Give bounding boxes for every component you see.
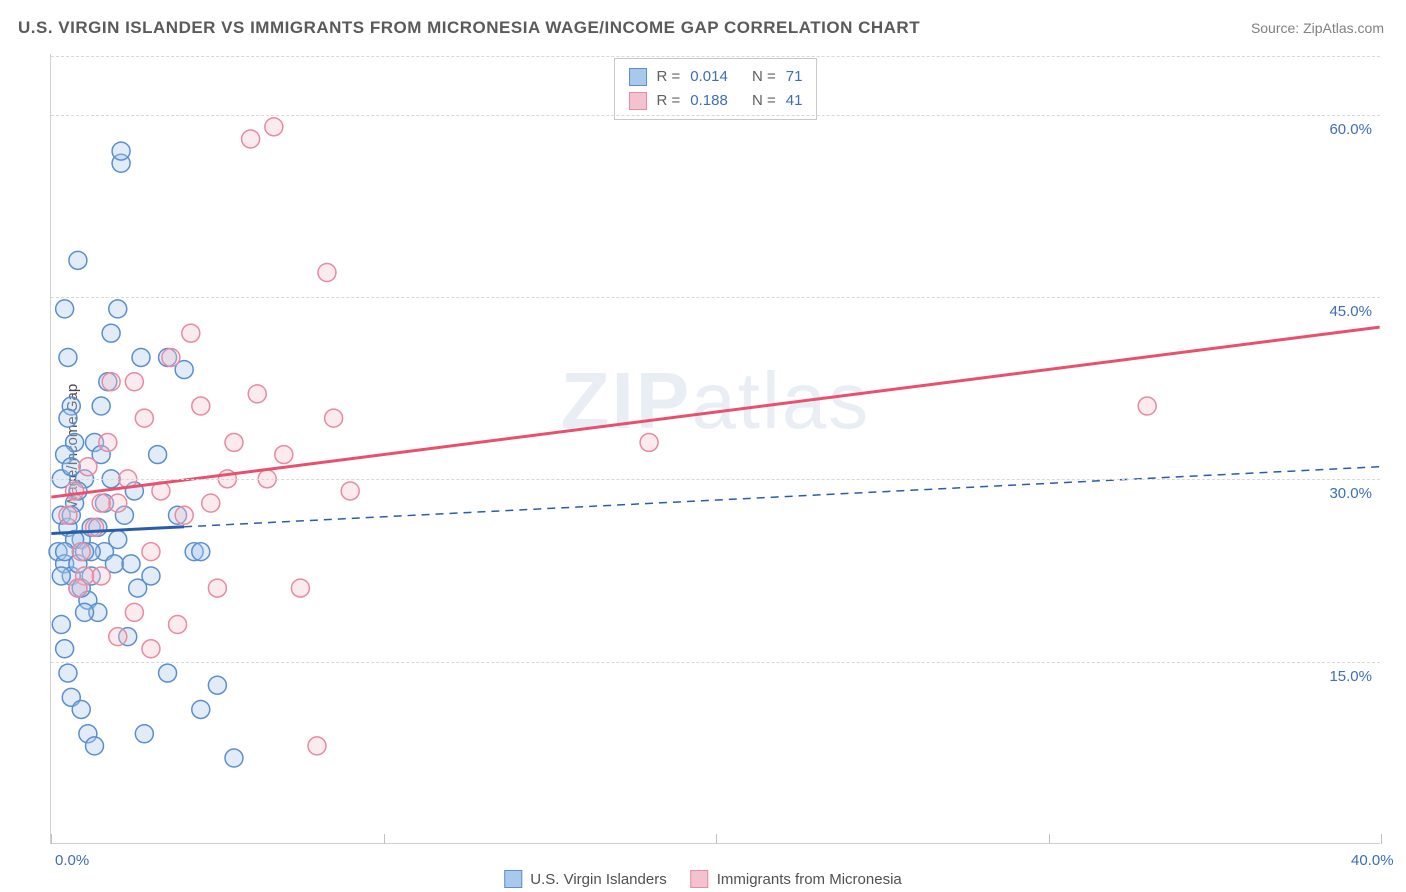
x-tick-label: 0.0% — [55, 852, 89, 869]
swatch-series-b — [629, 92, 647, 110]
chart-container: U.S. VIRGIN ISLANDER VS IMMIGRANTS FROM … — [0, 0, 1406, 892]
x-tick — [1381, 834, 1382, 844]
x-tick-label: 40.0% — [1351, 852, 1394, 869]
gridline — [51, 479, 1380, 480]
gridline — [51, 56, 1380, 57]
trend-line-series-b — [51, 327, 1379, 497]
x-tick — [51, 834, 52, 844]
trend-line-series-a-dashed — [184, 467, 1379, 527]
trend-line-series-a-solid — [51, 527, 184, 534]
correlation-legend: R = 0.014 N = 71 R = 0.188 N = 41 — [614, 58, 818, 120]
x-tick — [716, 834, 717, 844]
source-label: Source: ZipAtlas.com — [1251, 20, 1384, 36]
swatch-series-a — [504, 870, 522, 888]
gridline — [51, 297, 1380, 298]
legend-item-series-b: Immigrants from Micronesia — [691, 870, 902, 888]
swatch-series-a — [629, 68, 647, 86]
legend-item-series-a: U.S. Virgin Islanders — [504, 870, 666, 888]
y-tick-label: 15.0% — [1329, 668, 1372, 685]
gridline — [51, 115, 1380, 116]
x-tick — [384, 834, 385, 844]
chart-title: U.S. VIRGIN ISLANDER VS IMMIGRANTS FROM … — [18, 18, 920, 38]
x-tick — [1049, 834, 1050, 844]
swatch-series-b — [691, 870, 709, 888]
y-tick-label: 45.0% — [1329, 303, 1372, 320]
series-legend: U.S. Virgin Islanders Immigrants from Mi… — [504, 870, 902, 888]
y-tick-label: 30.0% — [1329, 485, 1372, 502]
gridline — [51, 662, 1380, 663]
y-tick-label: 60.0% — [1329, 121, 1372, 138]
legend-row-series-a: R = 0.014 N = 71 — [629, 65, 803, 89]
legend-row-series-b: R = 0.188 N = 41 — [629, 89, 803, 113]
trend-lines-layer — [51, 54, 1380, 843]
plot-area: ZIPatlas R = 0.014 N = 71 R = 0.188 N = … — [50, 54, 1380, 844]
